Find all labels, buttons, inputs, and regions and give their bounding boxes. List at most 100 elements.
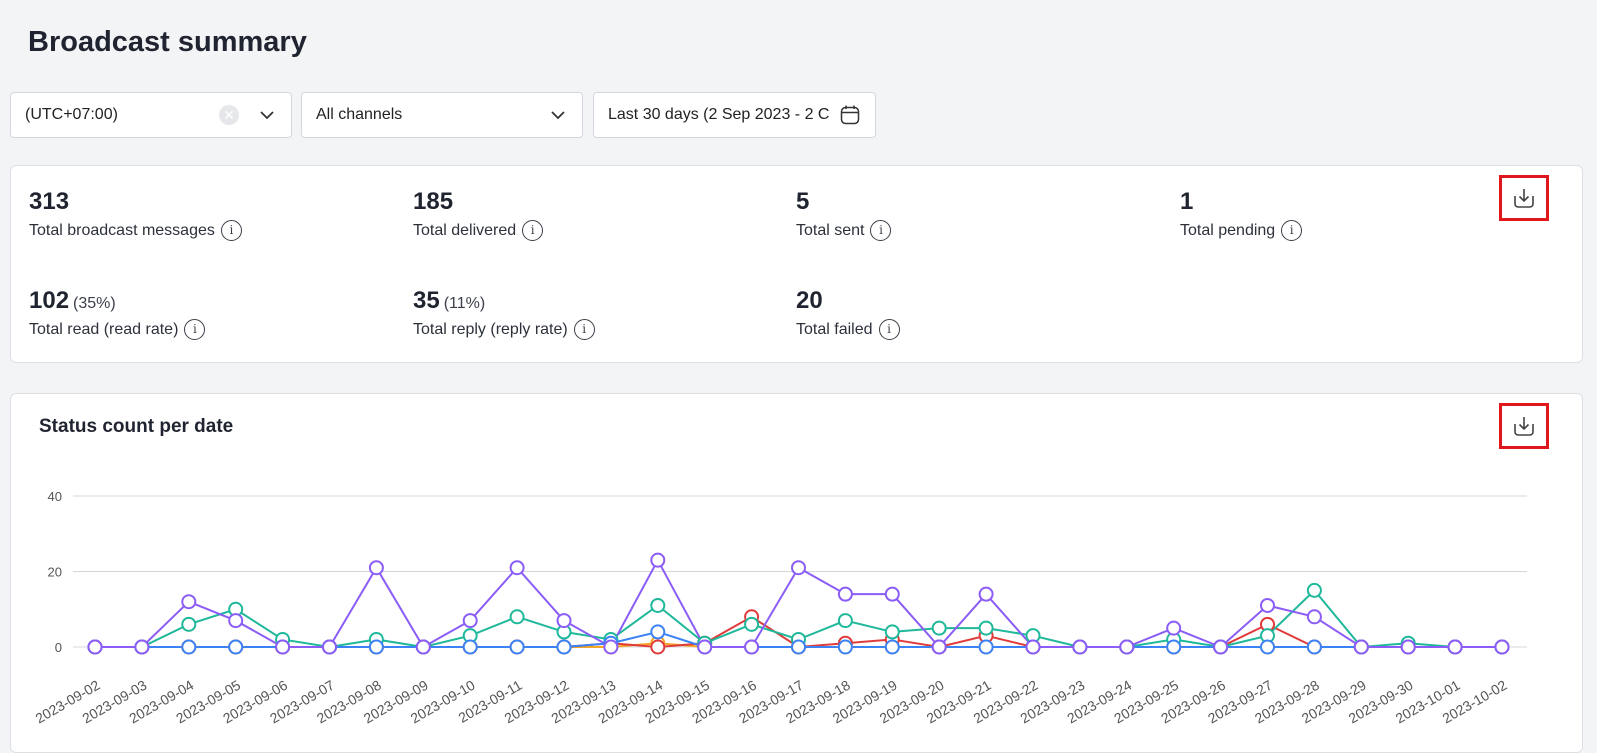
stat-total-reply: 35 (11%) Total reply (reply rate) i [413,287,595,340]
info-icon[interactable]: i [220,220,242,241]
data-point [1213,639,1229,655]
data-point [1494,639,1510,655]
data-point [744,639,760,655]
y-tick-label: 0 [55,640,62,655]
info-icon[interactable]: i [1281,220,1303,241]
data-point [603,639,619,655]
data-point [368,560,384,576]
data-point [837,613,853,629]
info-icon[interactable]: i [573,319,595,340]
data-point [509,560,525,576]
channel-select[interactable]: All channels [301,92,583,138]
stat-value: 20 [796,287,823,314]
data-point [228,639,244,655]
date-range-picker[interactable]: Last 30 days (2 Sep 2023 - 2 C [593,92,876,138]
data-point [1260,597,1275,613]
data-point [791,560,806,576]
data-point [1166,620,1182,636]
data-point [1306,639,1322,655]
data-point [837,586,853,602]
stat-value: 313 [29,188,70,215]
download-chart-button[interactable] [1499,403,1549,449]
page-title: Broadcast summary [28,26,307,58]
data-point [791,639,806,655]
stat-label: Total broadcast messages [29,221,215,239]
data-point [1260,639,1275,655]
data-point [650,639,666,655]
info-icon[interactable]: i [878,319,900,340]
data-point [368,639,384,655]
data-point [1353,639,1369,655]
data-point [181,639,197,655]
chart-card: Status count per date 0 20 40 2023-09-02 202… [10,393,1583,753]
data-point [415,639,431,655]
calendar-icon[interactable] [839,104,861,126]
stat-value: 102 [29,287,70,314]
chart-title: Status count per date [39,416,234,437]
data-point [509,609,525,625]
data-point [322,639,337,655]
data-point [1166,639,1182,655]
stat-label: Total failed [796,320,873,338]
data-point [462,639,478,655]
data-point [650,552,666,568]
data-point [884,639,900,655]
download-icon [1514,417,1534,436]
status-line-chart: 020402023-09-022023-09-032023-09-042023-… [32,489,1527,726]
data-point [134,639,150,655]
stat-total-failed: 20 Total failed i [796,287,900,340]
data-point [462,613,478,629]
download-stats-button[interactable] [1499,175,1549,221]
stat-label: Total pending [1180,221,1276,239]
stat-total-pending: 1 Total pending i [1180,188,1303,241]
stat-total-broadcast: 313 Total broadcast messages i [29,188,242,241]
info-icon[interactable]: i [184,319,206,340]
data-point [837,639,853,655]
stat-label: Total sent [796,221,865,239]
data-point [1306,609,1322,625]
data-point [509,639,525,655]
stat-value: 35 [413,287,440,314]
timezone-select[interactable]: (UTC+07:00) ✕ [10,92,292,138]
stat-label: Total delivered [413,221,517,239]
data-point [978,586,994,602]
data-point [931,639,947,655]
stat-total-sent: 5 Total sent i [796,188,892,241]
stats-card: 313 Total broadcast messages i 185 Total … [10,165,1583,363]
chevron-down-icon[interactable] [257,105,277,125]
data-point [228,613,244,629]
info-icon[interactable]: i [522,220,544,241]
clear-icon[interactable]: ✕ [219,105,239,125]
data-point [884,586,900,602]
data-point [1306,582,1322,598]
data-point [556,613,572,629]
chevron-down-icon[interactable] [548,105,568,125]
data-point [650,597,666,613]
data-point [1119,639,1135,655]
stat-percent: (35%) [73,295,116,312]
data-point [1447,639,1463,655]
stat-value: 185 [413,188,454,215]
data-point [1400,639,1416,655]
data-point [884,624,900,640]
stat-percent: (11%) [443,295,486,312]
stat-total-read: 102 (35%) Total read (read rate) i [29,287,206,340]
data-point [978,639,994,655]
info-icon[interactable]: i [870,220,892,241]
y-tick-label: 20 [48,565,62,580]
stat-value: 1 [1180,188,1194,215]
stat-value: 5 [796,188,810,215]
data-point [931,620,947,636]
data-point [1025,639,1041,655]
data-point [275,639,291,655]
data-point [181,594,197,610]
data-point [181,616,197,632]
stat-label: Total read (read rate) [29,320,179,338]
channel-value: All channels [316,106,403,123]
data-point [697,639,713,655]
data-point [978,620,994,636]
download-icon [1514,189,1534,208]
stat-label: Total reply (reply rate) [413,320,568,338]
stat-total-delivered: 185 Total delivered i [413,188,544,241]
data-point [650,624,666,640]
